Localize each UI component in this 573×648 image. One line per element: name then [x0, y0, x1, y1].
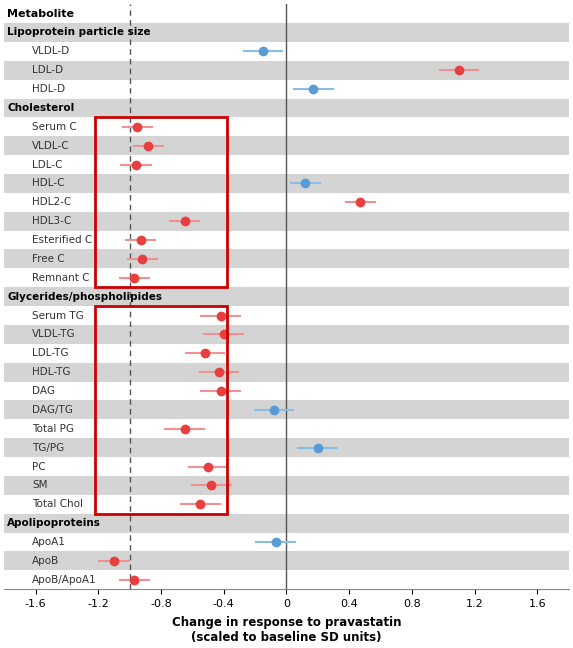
- Text: LDL-D: LDL-D: [33, 65, 64, 75]
- Text: Serum TG: Serum TG: [33, 310, 84, 321]
- Text: HDL-TG: HDL-TG: [33, 367, 71, 377]
- Bar: [4, 98, 569, 117]
- Bar: [4, 306, 569, 325]
- Bar: [4, 344, 569, 363]
- Text: Lipoprotein particle size: Lipoprotein particle size: [7, 27, 151, 38]
- Bar: [95, 306, 227, 514]
- Bar: [4, 325, 569, 344]
- Text: ApoA1: ApoA1: [33, 537, 66, 547]
- Text: VLDL-D: VLDL-D: [33, 47, 70, 56]
- Text: Free C: Free C: [33, 254, 65, 264]
- Bar: [4, 61, 569, 80]
- Text: Remnant C: Remnant C: [33, 273, 90, 283]
- Text: Total Chol: Total Chol: [33, 499, 84, 509]
- Bar: [4, 231, 569, 249]
- Bar: [4, 419, 569, 438]
- Text: VLDL-C: VLDL-C: [33, 141, 70, 151]
- Bar: [4, 42, 569, 61]
- Bar: [4, 155, 569, 174]
- Text: HDL-D: HDL-D: [33, 84, 65, 94]
- Bar: [4, 80, 569, 98]
- Text: SM: SM: [33, 480, 48, 491]
- Bar: [4, 249, 569, 268]
- Text: Cholesterol: Cholesterol: [7, 103, 74, 113]
- Bar: [95, 117, 227, 287]
- Text: Apolipoproteins: Apolipoproteins: [7, 518, 101, 528]
- Text: TG/PG: TG/PG: [33, 443, 65, 453]
- Text: ApoB: ApoB: [33, 556, 60, 566]
- Bar: [4, 457, 569, 476]
- Bar: [4, 117, 569, 136]
- Bar: [4, 268, 569, 287]
- Text: DAG: DAG: [33, 386, 56, 396]
- X-axis label: Change in response to pravastatin
(scaled to baseline SD units): Change in response to pravastatin (scale…: [172, 616, 401, 644]
- Text: ApoB/ApoA1: ApoB/ApoA1: [33, 575, 97, 584]
- Bar: [4, 533, 569, 551]
- Bar: [4, 476, 569, 495]
- Bar: [4, 4, 569, 23]
- Text: LDL-C: LDL-C: [33, 159, 63, 170]
- Bar: [4, 400, 569, 419]
- Bar: [4, 287, 569, 306]
- Bar: [4, 193, 569, 212]
- Text: Total PG: Total PG: [33, 424, 74, 434]
- Bar: [4, 514, 569, 533]
- Bar: [4, 212, 569, 231]
- Text: HDL-C: HDL-C: [33, 178, 65, 189]
- Bar: [4, 570, 569, 589]
- Text: Esterified C: Esterified C: [33, 235, 93, 245]
- Bar: [4, 551, 569, 570]
- Bar: [4, 174, 569, 193]
- Bar: [4, 363, 569, 382]
- Text: Serum C: Serum C: [33, 122, 77, 132]
- Bar: [4, 438, 569, 457]
- Text: LDL-TG: LDL-TG: [33, 348, 69, 358]
- Text: HDL3-C: HDL3-C: [33, 216, 72, 226]
- Text: Glycerides/phospholipides: Glycerides/phospholipides: [7, 292, 162, 302]
- Bar: [4, 382, 569, 400]
- Bar: [4, 136, 569, 155]
- Text: PC: PC: [33, 461, 46, 472]
- Bar: [4, 495, 569, 514]
- Bar: [4, 23, 569, 42]
- Text: DAG/TG: DAG/TG: [33, 405, 73, 415]
- Text: HDL2-C: HDL2-C: [33, 197, 72, 207]
- Text: VLDL-TG: VLDL-TG: [33, 329, 76, 340]
- Text: Metabolite: Metabolite: [7, 8, 74, 19]
